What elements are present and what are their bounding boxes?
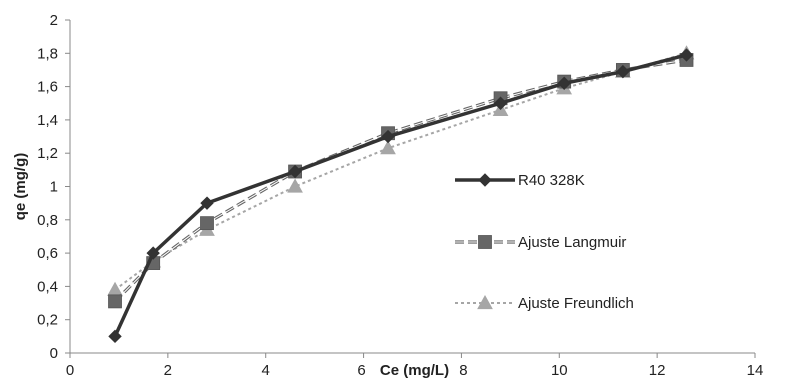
data-point [108, 329, 122, 344]
y-tick-label: 1 [50, 179, 58, 196]
x-tick-label: 14 [747, 362, 764, 379]
y-tick-label: 0,6 [37, 245, 58, 262]
y-tick-label: 1,6 [37, 79, 58, 96]
series-line-inner [114, 59, 687, 302]
data-point [381, 129, 395, 144]
data-point [200, 216, 214, 231]
y-tick-label: 1,4 [37, 112, 58, 129]
series-triangle [107, 45, 695, 296]
y-tick-label: 2 [50, 12, 58, 29]
x-tick-label: 2 [164, 362, 172, 379]
data-point [146, 246, 160, 260]
data-point [557, 76, 571, 90]
data-point [287, 178, 303, 193]
y-tick-label: 0 [50, 345, 58, 362]
data-point [200, 196, 214, 210]
legend-label: Ajuste Freundlich [518, 295, 634, 312]
x-tick-label: 8 [459, 362, 467, 379]
x-tick-label: 4 [262, 362, 270, 379]
y-axis-title: qe (mg/g) [12, 153, 29, 221]
legend-marker [478, 235, 492, 249]
series-line [114, 52, 687, 291]
legend-item: R40 328K [455, 172, 585, 189]
y-tick-label: 0,2 [37, 312, 58, 329]
data-point [288, 164, 302, 179]
legend-item: Ajuste Langmuir [455, 234, 626, 251]
data-point [380, 140, 396, 155]
legend-marker [477, 294, 493, 310]
x-tick-label: 10 [551, 362, 568, 379]
legend: R40 328K Ajuste Langmuir Ajuste Freundlich [455, 172, 634, 312]
x-axis-title: Ce (mg/L) [380, 362, 449, 379]
legend-item: Ajuste Freundlich [455, 294, 634, 312]
y-tick-label: 0,4 [37, 278, 58, 295]
legend-label: R40 328K [518, 172, 585, 189]
data-point [679, 48, 694, 62]
y-tick-label: 1,8 [37, 45, 58, 62]
y-tick-label: 0,8 [37, 212, 58, 229]
series-line [113, 58, 687, 303]
data-point [108, 294, 122, 309]
axes: 0 0,2 0,4 0,6 0,8 1 1,2 1,4 1,6 1,8 2 0 2 4 6 8 10 12 14 [37, 12, 763, 379]
legend-label: Ajuste Langmuir [518, 234, 626, 251]
data-point [616, 64, 630, 79]
series-diamond [108, 48, 694, 344]
x-tick-label: 0 [66, 362, 74, 379]
series-square [108, 53, 694, 309]
legend-marker [478, 173, 492, 187]
x-tick-label: 12 [649, 362, 666, 379]
series-layer [107, 45, 695, 344]
y-tick-label: 1,2 [37, 145, 58, 162]
data-point [107, 281, 123, 296]
data-point [493, 96, 508, 110]
x-tick-label: 6 [357, 362, 365, 379]
